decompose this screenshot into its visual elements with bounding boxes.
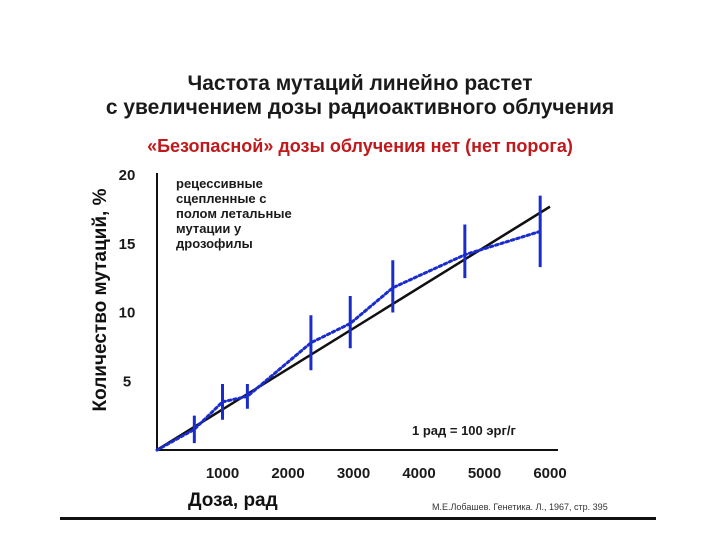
x-tick-label: 4000 (402, 465, 435, 482)
x-tick-label: 3000 (337, 465, 370, 482)
annotation-line: сцепленные с (176, 191, 267, 206)
annotation-line: рецессивные (176, 176, 263, 191)
y-tick-label: 15 (119, 236, 136, 253)
x-axis-label: Доза, рад (188, 490, 278, 511)
source-citation: М.Е.Лобашев. Генетика. Л., 1967, стр. 39… (432, 502, 608, 512)
y-tick-label: 20 (119, 167, 136, 184)
chart-title-line-1: Частота мутаций линейно растет (187, 72, 533, 95)
annotation-line: мутации у (176, 221, 242, 236)
y-tick-label: 10 (119, 305, 136, 322)
annotation-line: полом летальные (176, 206, 292, 221)
x-tick-label: 5000 (468, 465, 501, 482)
unit-note: 1 рад = 100 эрг/г (412, 423, 517, 438)
bottom-rule (60, 517, 656, 520)
observed-series-line (155, 229, 542, 452)
x-tick-label: 2000 (271, 465, 304, 482)
x-tick-label: 6000 (533, 465, 566, 482)
x-tick-label: 1000 (206, 465, 239, 482)
y-tick-label: 5 (123, 373, 131, 390)
chart-subtitle: «Безопасной» дозы облучения нет (нет пор… (147, 136, 573, 156)
annotation-line: дрозофилы (176, 236, 253, 251)
chart-title-line-2: с увеличением дозы радиоактивного облуче… (105, 96, 615, 119)
